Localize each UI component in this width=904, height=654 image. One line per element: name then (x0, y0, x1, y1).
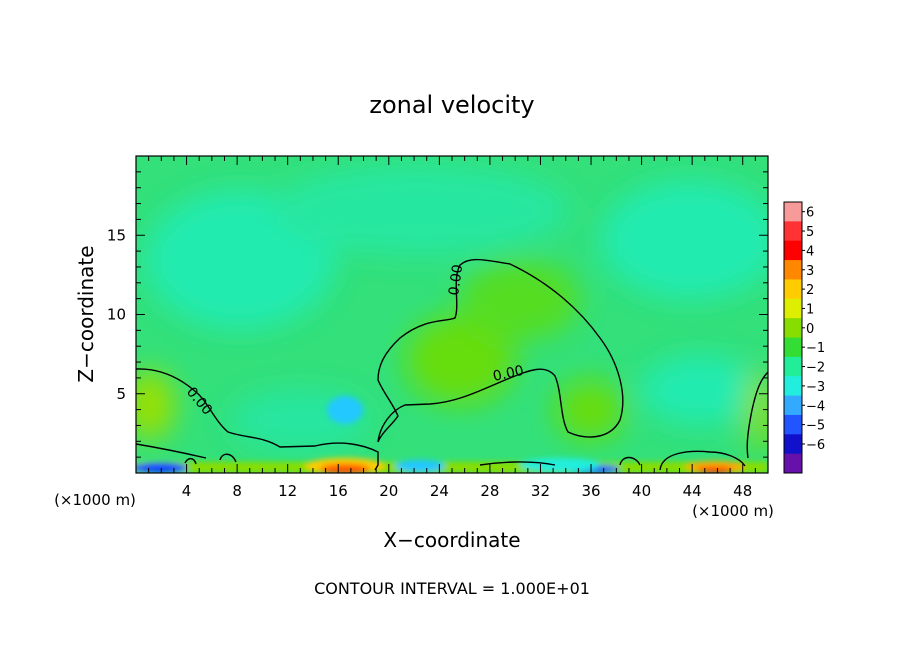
contour-surface-5 (184, 457, 197, 465)
colorbar-label: 0 (806, 322, 814, 337)
contour-surface-1 (619, 456, 641, 466)
colorbar-swatch (784, 453, 802, 474)
colorbar-swatch (784, 414, 802, 435)
y-tick-label: 5 (116, 385, 126, 403)
field-patches (136, 165, 768, 450)
contour-surface-3 (479, 461, 556, 466)
colorbar-label: 2 (806, 283, 814, 298)
x-units-right: (×1000 m) (692, 502, 774, 520)
colorbar-label: 3 (806, 264, 814, 279)
x-tick-label: 12 (278, 482, 297, 500)
contour-surface-2 (659, 450, 746, 471)
x-tick-label: 36 (581, 482, 600, 500)
x-tick-label: 24 (430, 482, 449, 500)
colorbar-swatch (784, 376, 802, 397)
colorbar-label: 1 (806, 302, 814, 317)
y-axis-label: Z−coordinate (74, 245, 98, 382)
x-axis-label: X−coordinate (383, 528, 520, 552)
x-tick-label: 32 (531, 482, 550, 500)
x-units-left: (×1000 m) (54, 491, 136, 509)
surface-layer (136, 396, 768, 473)
x-tick-label: 16 (329, 482, 348, 500)
colorbar-label: 6 (806, 206, 814, 221)
contour-right (746, 371, 768, 459)
axis-ticks (136, 156, 768, 473)
x-tick-label: 28 (480, 482, 499, 500)
plot-area: 0.00 0.00 0.00 (136, 156, 768, 473)
x-tick-label: 4 (182, 482, 192, 500)
colorbar-swatch (784, 356, 802, 377)
contour-interval-note: CONTOUR INTERVAL = 1.000E+01 (314, 579, 590, 598)
contour-left-low (136, 443, 207, 459)
contour-label-3: 0.00 (492, 363, 526, 385)
colorbar-swatch (784, 279, 802, 300)
x-tick-label: 44 (683, 482, 702, 500)
contour-left (136, 368, 379, 471)
colorbar-swatch (784, 202, 802, 222)
colorbar-frame (783, 201, 803, 474)
colorbar-swatch (784, 434, 802, 455)
colorbar: 6 5 4 3 2 1 0 −1 −2 −3 −4 −5 −6 (783, 201, 825, 474)
colorbar-label: −5 (806, 419, 825, 434)
chart-title: zonal velocity (369, 91, 534, 119)
x-tick-label: 20 (379, 482, 398, 500)
contour-center (377, 258, 624, 443)
colorbar-label: 5 (806, 225, 814, 240)
colorbar-swatch (784, 395, 802, 416)
zero-contours (136, 258, 768, 471)
colorbar-swatch (784, 240, 802, 261)
colorbar-swatch (784, 337, 802, 358)
colorbar-swatch (784, 318, 802, 338)
colorbar-label: −1 (806, 341, 825, 356)
x-tick-label: 48 (733, 482, 752, 500)
contour-surface-4 (219, 453, 237, 463)
colorbar-label: −4 (806, 399, 825, 414)
colorbar-swatch (784, 260, 802, 280)
colorbar-label: −6 (806, 438, 825, 453)
y-tick-label: 10 (107, 306, 126, 324)
colorbar-swatch (784, 298, 802, 319)
y-tick-label: 15 (107, 226, 126, 244)
contour-label-2: 0.00 (446, 263, 466, 296)
x-tick-label: 40 (632, 482, 651, 500)
colorbar-label: −2 (806, 361, 825, 376)
x-tick-label: 8 (232, 482, 242, 500)
colorbar-label: −3 (806, 380, 825, 395)
colorbar-swatch (784, 221, 802, 242)
colorbar-label: 4 (806, 244, 814, 259)
